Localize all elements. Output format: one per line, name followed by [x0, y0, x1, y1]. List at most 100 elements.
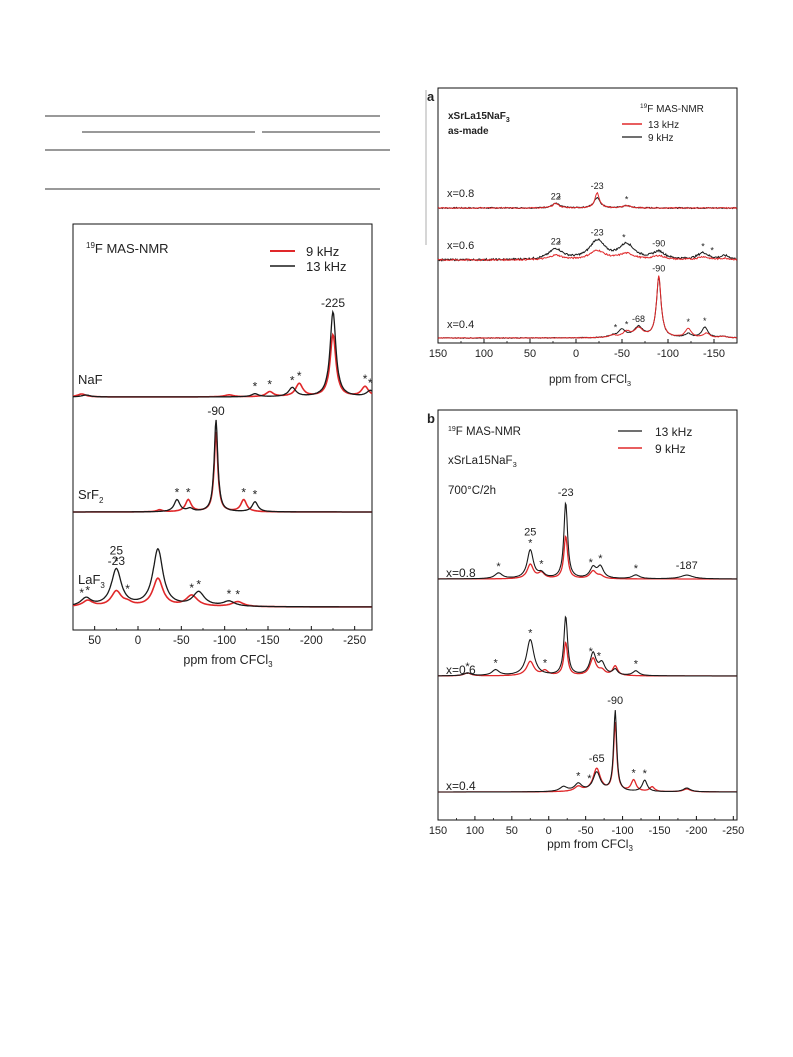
peak-label: -90	[207, 404, 225, 418]
trace-9khz	[438, 641, 737, 677]
series-label: x=0.4	[447, 319, 474, 331]
x-tick-label: 100	[475, 348, 493, 360]
sideband-star: *	[634, 659, 639, 671]
peak-label: -225	[321, 296, 345, 310]
left-x-axis: 50 0 -50 -100 -150 -200 -250	[72, 626, 366, 647]
sideband-star: *	[632, 767, 637, 779]
sideband-star: *	[622, 233, 626, 243]
panel-b-legend-9khz: 9 kHz	[655, 442, 686, 456]
panel-a-legend-9khz: 9 kHz	[648, 133, 674, 144]
panel-b-legend: 13 kHz 9 kHz	[618, 425, 692, 456]
x-tick-label: -50	[614, 348, 630, 360]
peak-label: -23	[108, 554, 126, 568]
peak-label: -90	[607, 695, 623, 707]
sideband-star: *	[189, 581, 194, 595]
x-tick-label: -100	[612, 825, 634, 837]
sideband-star: *	[543, 658, 548, 670]
panel-a-traces: **22-23x=0.8*** *22-23-90x=0.6* * * *-90-68x…	[437, 181, 738, 339]
x-tick-label: 0	[546, 825, 552, 837]
x-tick-label: 50	[88, 635, 101, 647]
sideband-star: *	[589, 557, 594, 569]
sideband-star: *	[576, 771, 581, 783]
sideband-star: *	[539, 559, 544, 571]
sideband-star: *	[625, 319, 629, 329]
peak-label: -68	[632, 314, 645, 324]
sideband-star: *	[175, 485, 180, 499]
panel-a-xlabel: ppm from CFCl3	[549, 374, 631, 388]
peak-label: -90	[652, 239, 665, 249]
trace-13khz	[73, 309, 373, 398]
x-tick-label: 150	[429, 348, 447, 360]
peak-label: 22	[551, 191, 561, 201]
left-legend: 9 kHz 13 kHz	[270, 244, 346, 274]
peak-label: -187	[676, 560, 698, 572]
x-tick-label: -50	[578, 825, 594, 837]
sideband-star: *	[253, 488, 258, 502]
sideband-star: *	[496, 561, 501, 573]
sideband-star: *	[589, 646, 594, 658]
sideband-star: *	[625, 195, 629, 205]
x-tick-label: -250	[343, 635, 366, 647]
x-tick-label: -150	[256, 635, 279, 647]
panel-a-legend: 13 kHz 9 kHz	[622, 120, 679, 144]
sideband-star: *	[686, 317, 690, 327]
trace-9khz	[72, 332, 373, 398]
sideband-star: *	[597, 650, 602, 662]
left-plot-frame	[72, 223, 373, 631]
panel-a-condition: as-made	[448, 126, 489, 137]
sideband-star: *	[125, 582, 130, 596]
sideband-star: *	[614, 323, 618, 333]
left-label-laf3: LaF3	[78, 572, 105, 590]
x-tick-label: -150	[703, 348, 725, 360]
peak-label: -23	[591, 227, 604, 237]
peak-label: -23	[558, 487, 574, 499]
sideband-star: *	[493, 658, 498, 670]
trace-9khz	[438, 534, 737, 580]
sideband-star: *	[558, 194, 562, 204]
peak-label: 25	[110, 543, 124, 557]
trace-9khz	[437, 238, 738, 262]
panel-a-sample: xSrLa15NaF3	[448, 111, 510, 124]
left-panel: 19F MAS-NMR 9 kHz 13 kHz * * * * * *-225* * * *-…	[72, 223, 373, 669]
panel-a: a xSrLa15NaF3 as-made 19F MAS-NMR 13 kHz…	[427, 87, 738, 388]
x-tick-label: 150	[429, 825, 447, 837]
trace-13khz	[72, 547, 372, 608]
sideband-star: *	[598, 553, 603, 565]
sideband-star: *	[701, 241, 705, 251]
trace-13khz	[438, 501, 737, 580]
sideband-star: *	[79, 586, 84, 600]
trace-9khz	[73, 431, 372, 513]
x-tick-label: 0	[135, 635, 141, 647]
series-label: x=0.8	[446, 566, 476, 580]
sideband-star: *	[186, 485, 191, 499]
sideband-star: *	[465, 661, 470, 673]
panel-b: b 19F MAS-NMR xSrLa15NaF3 700°C/2h 13 kH…	[427, 409, 744, 853]
panel-b-condition: 700°C/2h	[448, 485, 496, 497]
panel-b-frame	[437, 409, 738, 821]
sideband-star: *	[528, 538, 533, 550]
peak-label: -23	[591, 181, 604, 191]
sideband-star: *	[528, 627, 533, 639]
trace-13khz	[437, 249, 738, 262]
sideband-star: *	[363, 372, 368, 386]
sideband-star: *	[634, 563, 639, 575]
trace-13khz	[438, 615, 737, 677]
left-legend-9khz: 9 kHz	[306, 244, 339, 259]
peak-label: -65	[589, 753, 605, 765]
x-tick-label: -250	[722, 825, 744, 837]
panel-a-title: 19F MAS-NMR	[640, 103, 704, 115]
x-tick-label: -100	[657, 348, 679, 360]
left-title: 19F MAS-NMR	[86, 241, 169, 256]
sideband-star: *	[587, 773, 592, 785]
series-label: x=0.4	[446, 779, 476, 793]
sideband-star: *	[710, 246, 714, 256]
table-rules	[45, 115, 390, 190]
sideband-star: *	[227, 587, 232, 601]
x-tick-label: -150	[648, 825, 670, 837]
x-tick-label: -100	[213, 635, 236, 647]
left-label-srf2: SrF2	[78, 487, 104, 505]
left-legend-13khz: 13 kHz	[306, 259, 346, 274]
panel-b-xlabel: ppm from CFCl3	[547, 837, 633, 853]
panel-b-x-axis: 150 100 50 0 -50 -100 -150 -200 -250	[429, 816, 744, 837]
